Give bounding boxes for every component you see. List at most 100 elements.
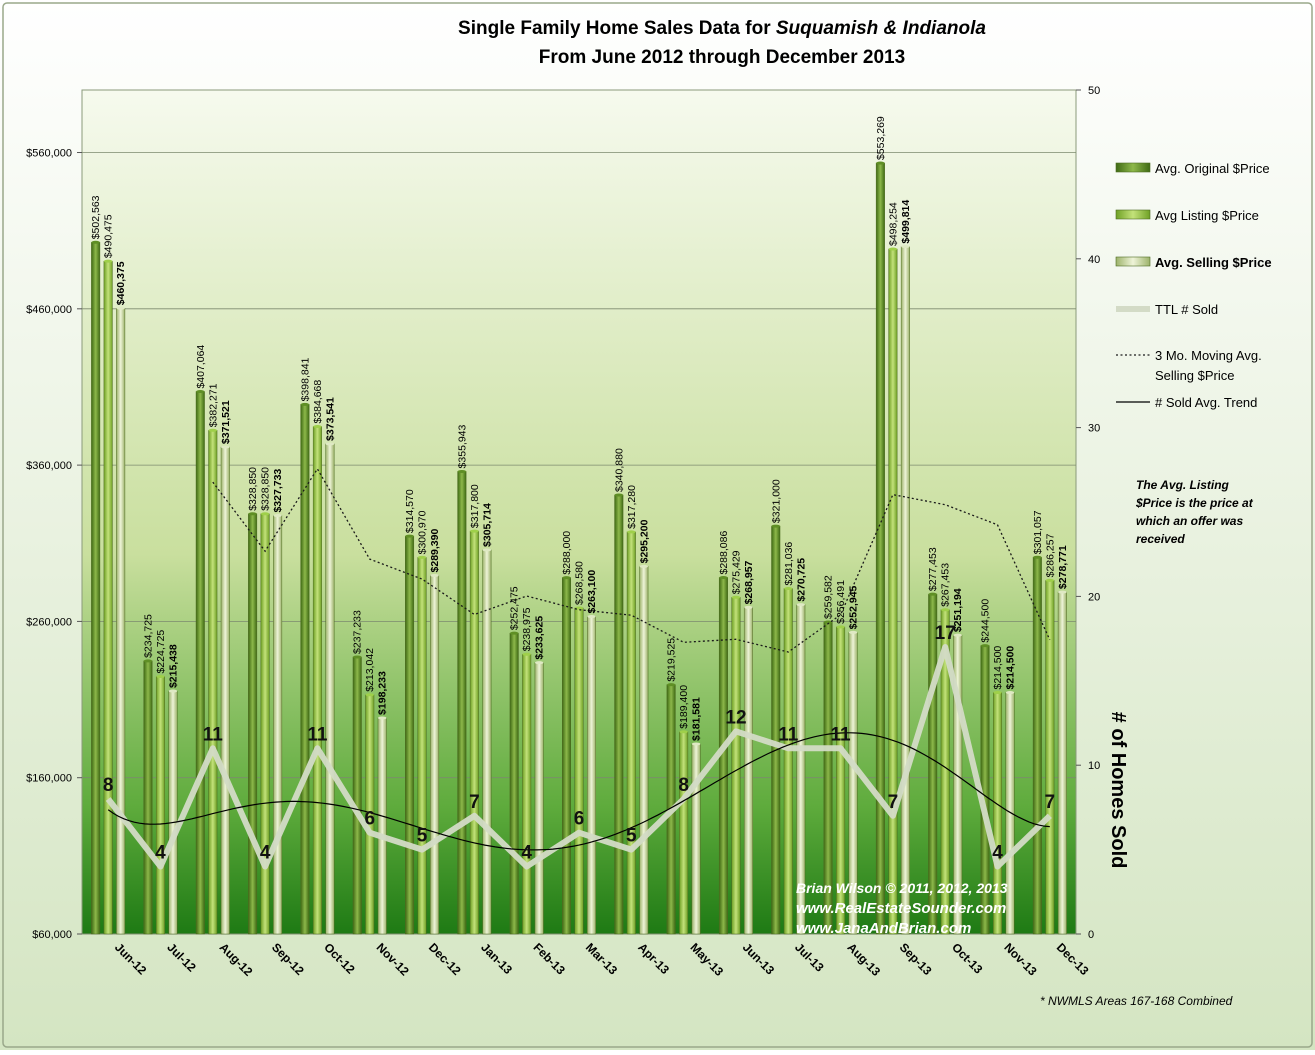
bar-top (639, 564, 649, 568)
bar (1032, 556, 1042, 935)
bar (195, 391, 205, 935)
bar (273, 515, 283, 935)
sold-trend-line (107, 732, 1050, 851)
bar-top (691, 742, 701, 746)
sold-count-label: 4 (521, 842, 532, 863)
sold-count-label: 8 (103, 775, 114, 796)
bar-value-label: $407,064 (195, 345, 207, 389)
bar-value-label: $305,714 (481, 503, 493, 547)
sold-count-label: 7 (888, 792, 899, 813)
note-line: $Price is the price at (1135, 496, 1254, 510)
bar-value-label: $398,841 (299, 357, 311, 401)
legend-label: Avg. Original $Price (1155, 161, 1270, 176)
y-tick-label: $60,000 (32, 929, 72, 941)
bar-top (1058, 590, 1067, 594)
legend-label: Avg Listing $Price (1155, 208, 1259, 223)
sold-count-label: 12 (725, 707, 746, 728)
y2-tick-label: 30 (1088, 423, 1100, 435)
note-line: The Avg. Listing (1136, 478, 1230, 492)
bar-value-label: $189,400 (678, 685, 690, 729)
sold-count-label: 4 (260, 842, 271, 863)
bar-top (377, 716, 387, 720)
bar-top (679, 730, 688, 734)
bar-value-label: $317,800 (469, 484, 481, 528)
bar-value-label: $490,475 (103, 214, 115, 258)
bar-value-label: $328,850 (260, 467, 272, 511)
sold-count-label: 6 (364, 809, 375, 830)
credit-line: www.RealEstateSounder.com (796, 900, 1006, 917)
bar-value-label: $263,100 (586, 570, 598, 614)
bar-top (1045, 578, 1055, 582)
bar-value-label: $382,271 (207, 383, 219, 427)
sold-count-label: 11 (203, 724, 224, 745)
y-tick-label: $560,000 (26, 148, 72, 160)
bar (469, 530, 479, 935)
bar-top (784, 587, 793, 591)
bar-top (928, 592, 937, 596)
bar-value-label: $281,036 (783, 542, 795, 586)
sold-count-label: 11 (831, 724, 852, 745)
bar (993, 692, 1003, 935)
y-axis-left: $60,000 $160,000 $260,000 $360,000 $460,000 $… (26, 148, 82, 941)
credit-line: Brian Wilson © 2011, 2012, 2013 (796, 880, 1008, 896)
bar-top (103, 259, 113, 263)
bar-value-label: $219,525 (666, 638, 678, 682)
bar-value-label: $384,668 (312, 380, 324, 424)
bar-value-label: $252,475 (509, 586, 521, 630)
bar-top (953, 633, 962, 637)
sold-line (105, 644, 1052, 870)
bar-value-label: $355,943 (456, 424, 468, 468)
bar (168, 690, 178, 935)
sold-count-label: 17 (935, 623, 956, 644)
legend-label: Avg. Selling $Price (1155, 255, 1272, 270)
bar (783, 588, 793, 935)
legend-label: # Sold Avg. Trend (1155, 395, 1257, 410)
bar-top (248, 512, 257, 516)
chart-title-italic: Suquamish & Indianola (776, 18, 987, 39)
bar-value-label: $553,269 (875, 116, 887, 160)
legend-label: Selling $Price (1155, 368, 1235, 383)
bar-value-label: $267,453 (940, 563, 952, 607)
bar-top (993, 691, 1002, 695)
bar-value-label: $252,945 (848, 585, 860, 629)
bar-value-label: $286,257 (1044, 533, 1056, 577)
y2-tick-label: 50 (1088, 85, 1100, 97)
y2-tick-label: 20 (1088, 591, 1100, 603)
bar (679, 731, 689, 935)
bar (377, 717, 387, 935)
bar-top (208, 428, 218, 432)
bar-top (168, 689, 178, 693)
bar-top (405, 534, 414, 538)
y-tick-label: $360,000 (26, 460, 72, 472)
bar-value-label: $244,500 (980, 599, 992, 643)
bar-value-label: $288,000 (561, 531, 573, 575)
note-line: which an offer was (1136, 514, 1243, 528)
footnote: * NWMLS Areas 167-168 Combined (1040, 994, 1233, 1008)
bar (626, 531, 636, 935)
bar-top (196, 390, 205, 394)
bar (691, 743, 701, 935)
sold-count-label: 5 (417, 826, 428, 847)
bar-top (719, 576, 728, 580)
bar (562, 577, 571, 935)
bar-value-label: $498,254 (887, 202, 899, 246)
bar-top (313, 425, 322, 429)
bar-top (796, 603, 806, 607)
legend-label: TTL # Sold (1155, 302, 1218, 317)
y-tick-label: $260,000 (26, 616, 72, 628)
bar (1057, 591, 1067, 935)
bar-top (482, 548, 492, 552)
sold-count-label: 11 (778, 724, 799, 745)
bar-top (562, 576, 571, 580)
bar-value-label: $502,563 (90, 195, 102, 239)
bar-value-label: $460,375 (115, 261, 127, 305)
bar-top (116, 306, 125, 310)
bar-value-label: $275,429 (730, 550, 742, 594)
bar (430, 575, 440, 935)
bar-top (666, 683, 676, 687)
bar-top (522, 652, 531, 656)
bar (875, 162, 885, 935)
bar-value-label: $224,725 (155, 630, 167, 674)
bar (1045, 580, 1055, 935)
